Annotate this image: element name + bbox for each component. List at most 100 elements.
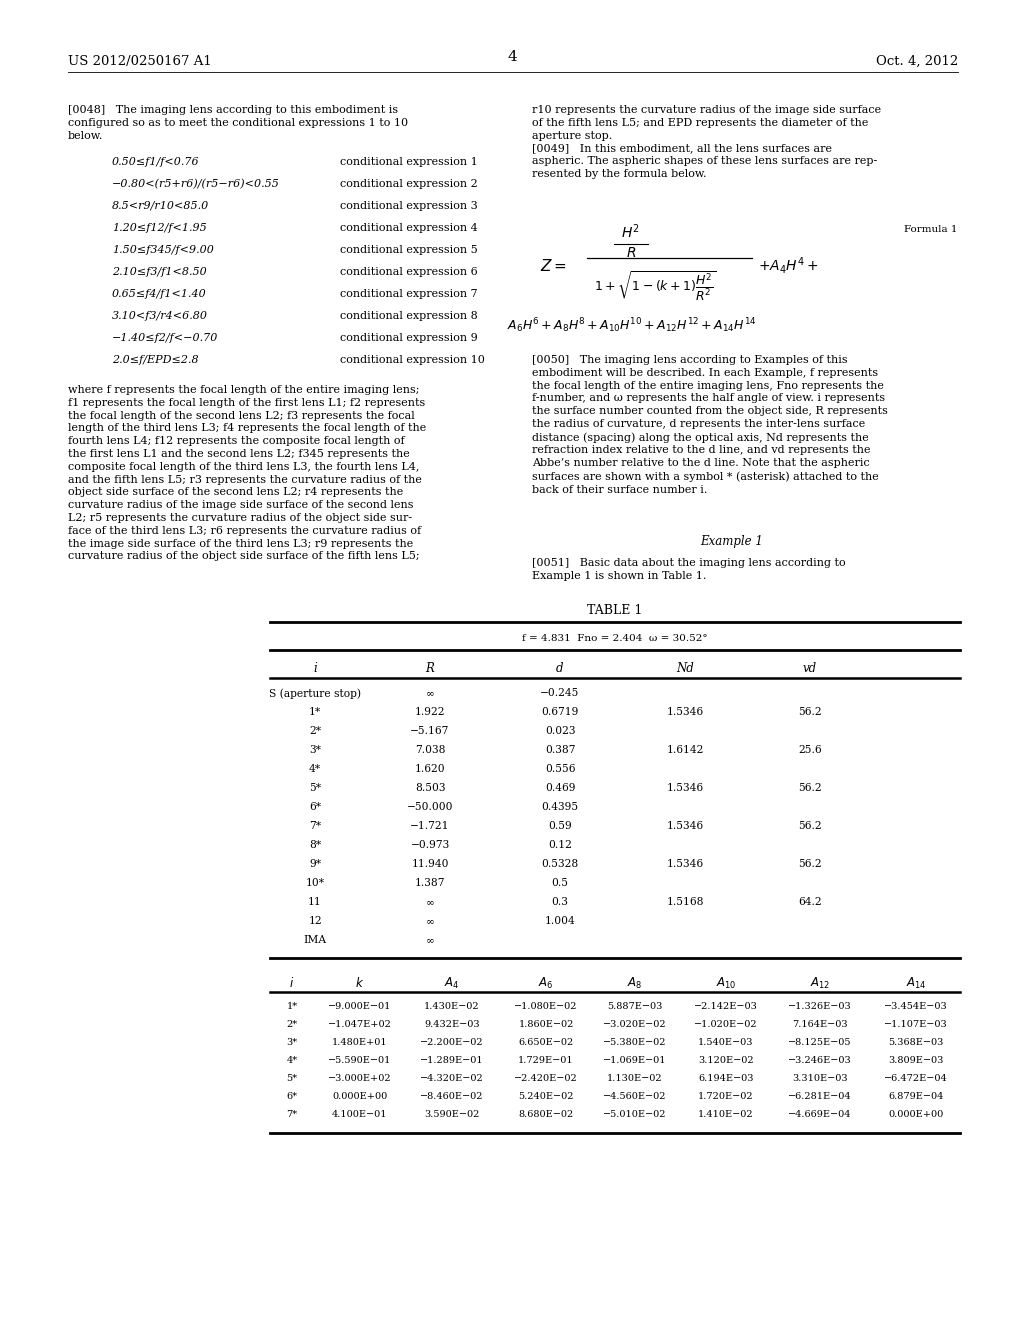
Text: 0.023: 0.023: [545, 726, 575, 737]
Text: 0.387: 0.387: [545, 744, 575, 755]
Text: 0.469: 0.469: [545, 783, 575, 793]
Text: 56.2: 56.2: [798, 783, 822, 793]
Text: 1.410E−02: 1.410E−02: [698, 1110, 754, 1119]
Text: 1.480E+01: 1.480E+01: [332, 1038, 388, 1047]
Text: 0.50≤f1/f<0.76: 0.50≤f1/f<0.76: [112, 157, 200, 168]
Text: −5.167: −5.167: [411, 726, 450, 737]
Text: conditional expression 2: conditional expression 2: [340, 180, 478, 189]
Text: −8.460E−02: −8.460E−02: [420, 1092, 483, 1101]
Text: 12: 12: [308, 916, 322, 927]
Text: 0.3: 0.3: [552, 898, 568, 907]
Text: 7*: 7*: [309, 821, 322, 832]
Text: 4.100E−01: 4.100E−01: [332, 1110, 388, 1119]
Text: $A_6$: $A_6$: [539, 975, 554, 991]
Text: $1 + \sqrt{1-(k+1)\dfrac{H^2}{R^2}}$: $1 + \sqrt{1-(k+1)\dfrac{H^2}{R^2}}$: [594, 269, 717, 302]
Text: 3*: 3*: [309, 744, 321, 755]
Text: 3.809E−03: 3.809E−03: [888, 1056, 944, 1065]
Text: $i$: $i$: [290, 975, 295, 990]
Text: −3.246E−03: −3.246E−03: [788, 1056, 852, 1065]
Text: −9.000E−01: −9.000E−01: [329, 1002, 392, 1011]
Text: 1.540E−03: 1.540E−03: [698, 1038, 754, 1047]
Text: conditional expression 4: conditional expression 4: [340, 223, 478, 234]
Text: 1.720E−02: 1.720E−02: [698, 1092, 754, 1101]
Text: −8.125E−05: −8.125E−05: [788, 1038, 852, 1047]
Text: IMA: IMA: [303, 935, 327, 945]
Text: 1.5346: 1.5346: [667, 708, 703, 717]
Text: −1.047E+02: −1.047E+02: [328, 1020, 392, 1030]
Text: 25.6: 25.6: [798, 744, 822, 755]
Text: −1.080E−02: −1.080E−02: [514, 1002, 578, 1011]
Text: 2.10≤f3/f1<8.50: 2.10≤f3/f1<8.50: [112, 267, 207, 277]
Text: 0.12: 0.12: [548, 840, 572, 850]
Text: ∞: ∞: [426, 898, 434, 907]
Text: 7.038: 7.038: [415, 744, 445, 755]
Text: ∞: ∞: [426, 935, 434, 945]
Text: conditional expression 3: conditional expression 3: [340, 201, 478, 211]
Text: 1.430E−02: 1.430E−02: [424, 1002, 480, 1011]
Text: Oct. 4, 2012: Oct. 4, 2012: [876, 55, 958, 69]
Text: ∞: ∞: [426, 688, 434, 698]
Text: 5*: 5*: [287, 1074, 298, 1082]
Text: ∞: ∞: [426, 916, 434, 927]
Text: −5.380E−02: −5.380E−02: [603, 1038, 667, 1047]
Text: 6.879E−04: 6.879E−04: [888, 1092, 944, 1101]
Text: 5.887E−03: 5.887E−03: [607, 1002, 663, 1011]
Text: [0048]   The imaging lens according to this embodiment is
configured so as to me: [0048] The imaging lens according to thi…: [68, 106, 409, 141]
Text: 0.4395: 0.4395: [542, 803, 579, 812]
Text: −1.326E−03: −1.326E−03: [788, 1002, 852, 1011]
Text: 1.922: 1.922: [415, 708, 445, 717]
Text: 1.5346: 1.5346: [667, 821, 703, 832]
Text: −2.142E−03: −2.142E−03: [694, 1002, 758, 1011]
Text: −5.590E−01: −5.590E−01: [329, 1056, 392, 1065]
Text: −0.245: −0.245: [541, 688, 580, 698]
Text: 3.310E−03: 3.310E−03: [793, 1074, 848, 1082]
Text: 8*: 8*: [309, 840, 322, 850]
Text: −1.069E−01: −1.069E−01: [603, 1056, 667, 1065]
Text: −1.721: −1.721: [411, 821, 450, 832]
Text: conditional expression 10: conditional expression 10: [340, 355, 485, 366]
Text: 1.004: 1.004: [545, 916, 575, 927]
Text: conditional expression 7: conditional expression 7: [340, 289, 477, 300]
Text: 2.0≤f/EPD≤2.8: 2.0≤f/EPD≤2.8: [112, 355, 199, 366]
Text: 8.680E−02: 8.680E−02: [518, 1110, 573, 1119]
Text: −1.020E−02: −1.020E−02: [694, 1020, 758, 1030]
Text: 3.10<f3/r4<6.80: 3.10<f3/r4<6.80: [112, 312, 208, 321]
Text: where f represents the focal length of the entire imaging lens;
f1 represents th: where f represents the focal length of t…: [68, 385, 426, 561]
Text: 2*: 2*: [287, 1020, 298, 1030]
Text: 3.120E−02: 3.120E−02: [698, 1056, 754, 1065]
Text: 11.940: 11.940: [412, 859, 449, 869]
Text: 10*: 10*: [305, 878, 325, 888]
Text: 1.860E−02: 1.860E−02: [518, 1020, 573, 1030]
Text: 56.2: 56.2: [798, 859, 822, 869]
Text: 5.368E−03: 5.368E−03: [888, 1038, 944, 1047]
Text: 6.194E−03: 6.194E−03: [698, 1074, 754, 1082]
Text: 0.000E+00: 0.000E+00: [889, 1110, 944, 1119]
Text: Nd: Nd: [676, 663, 694, 675]
Text: 1.5346: 1.5346: [667, 783, 703, 793]
Text: 3*: 3*: [287, 1038, 298, 1047]
Text: 0.000E+00: 0.000E+00: [333, 1092, 388, 1101]
Text: 56.2: 56.2: [798, 708, 822, 717]
Text: $Z=$: $Z=$: [540, 257, 567, 275]
Text: −1.40≤f2/f<−0.70: −1.40≤f2/f<−0.70: [112, 333, 218, 343]
Text: 4: 4: [507, 50, 517, 63]
Text: −4.320E−02: −4.320E−02: [420, 1074, 484, 1082]
Text: 7.164E−03: 7.164E−03: [793, 1020, 848, 1030]
Text: vd: vd: [803, 663, 817, 675]
Text: −0.80<(r5+r6)/(r5−r6)<0.55: −0.80<(r5+r6)/(r5−r6)<0.55: [112, 180, 280, 189]
Text: 0.65≤f4/f1<1.40: 0.65≤f4/f1<1.40: [112, 289, 207, 300]
Text: $R$: $R$: [626, 246, 636, 260]
Text: i: i: [313, 663, 316, 675]
Text: −5.010E−02: −5.010E−02: [603, 1110, 667, 1119]
Text: −1.107E−03: −1.107E−03: [884, 1020, 948, 1030]
Text: $A_4$: $A_4$: [444, 975, 460, 991]
Text: 1.729E−01: 1.729E−01: [518, 1056, 573, 1065]
Text: f = 4.831  Fno = 2.404  ω = 30.52°: f = 4.831 Fno = 2.404 ω = 30.52°: [522, 634, 708, 643]
Text: 0.556: 0.556: [545, 764, 575, 774]
Text: TABLE 1: TABLE 1: [588, 605, 643, 616]
Text: conditional expression 5: conditional expression 5: [340, 246, 478, 255]
Text: −50.000: −50.000: [407, 803, 454, 812]
Text: −0.973: −0.973: [411, 840, 450, 850]
Text: −2.200E−02: −2.200E−02: [420, 1038, 483, 1047]
Text: 7*: 7*: [287, 1110, 298, 1119]
